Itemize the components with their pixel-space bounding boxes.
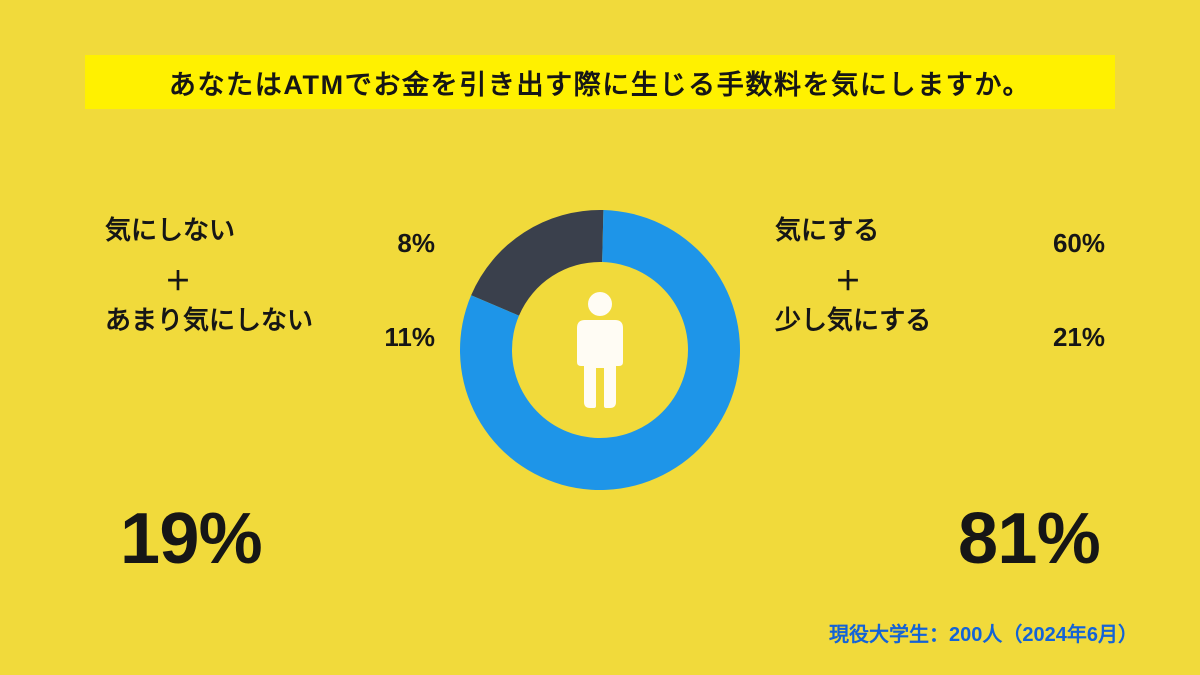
right-total: 81%: [958, 498, 1100, 580]
infographic-page: あなたはATMでお金を引き出す際に生じる手数料を気にしますか。 気にしない 8%…: [0, 0, 1200, 675]
left-item-2: あまり気にしない 11%: [105, 300, 435, 353]
right-item-1-percent: 60%: [1053, 210, 1105, 259]
footnote: 現役大学生：200人（2024年6月）: [829, 618, 1138, 647]
right-plus: ＋: [775, 261, 1105, 298]
left-breakdown: 気にしない 8% ＋ あまり気にしない 11%: [105, 210, 435, 353]
left-total: 19%: [120, 498, 262, 580]
left-item-2-label: あまり気にしない: [105, 300, 313, 337]
left-plus: ＋: [105, 261, 435, 298]
right-item-2-percent: 21%: [1053, 300, 1105, 353]
right-item-1: 気にする 60%: [775, 210, 1105, 259]
left-item-1-percent: 8%: [397, 210, 435, 259]
left-item-1-label: 気にしない: [105, 210, 235, 247]
title-bar: あなたはATMでお金を引き出す際に生じる手数料を気にしますか。: [85, 55, 1115, 109]
left-item-1: 気にしない 8%: [105, 210, 435, 259]
right-item-2-label: 少し気にする: [775, 300, 931, 337]
right-item-1-label: 気にする: [775, 210, 879, 247]
right-item-2: 少し気にする 21%: [775, 300, 1105, 353]
donut-chart: [460, 210, 740, 490]
title-text: あなたはATMでお金を引き出す際に生じる手数料を気にしますか。: [169, 63, 1031, 102]
person-icon: [565, 290, 635, 410]
right-breakdown: 気にする 60% ＋ 少し気にする 21%: [775, 210, 1105, 353]
left-item-2-percent: 11%: [384, 300, 435, 353]
